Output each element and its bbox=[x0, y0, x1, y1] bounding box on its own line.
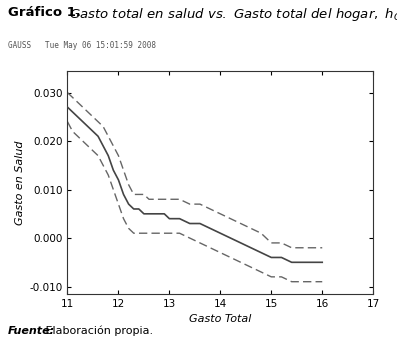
Text: GAUSS   Tue May 06 15:01:59 2008: GAUSS Tue May 06 15:01:59 2008 bbox=[8, 41, 156, 50]
Text: Fuente:: Fuente: bbox=[8, 326, 55, 336]
Text: Gráfico 1.: Gráfico 1. bbox=[8, 6, 81, 19]
Text: $\it{Gasto\ total\ en\ salud\ vs.\ Gasto\ total\ del\ hogar,\ h_{CV}=1.3}$: $\it{Gasto\ total\ en\ salud\ vs.\ Gasto… bbox=[69, 6, 397, 23]
X-axis label: Gasto Total: Gasto Total bbox=[189, 314, 252, 324]
Y-axis label: Gasto en Salud: Gasto en Salud bbox=[15, 140, 25, 224]
Text: Elaboración propia.: Elaboración propia. bbox=[42, 326, 153, 336]
